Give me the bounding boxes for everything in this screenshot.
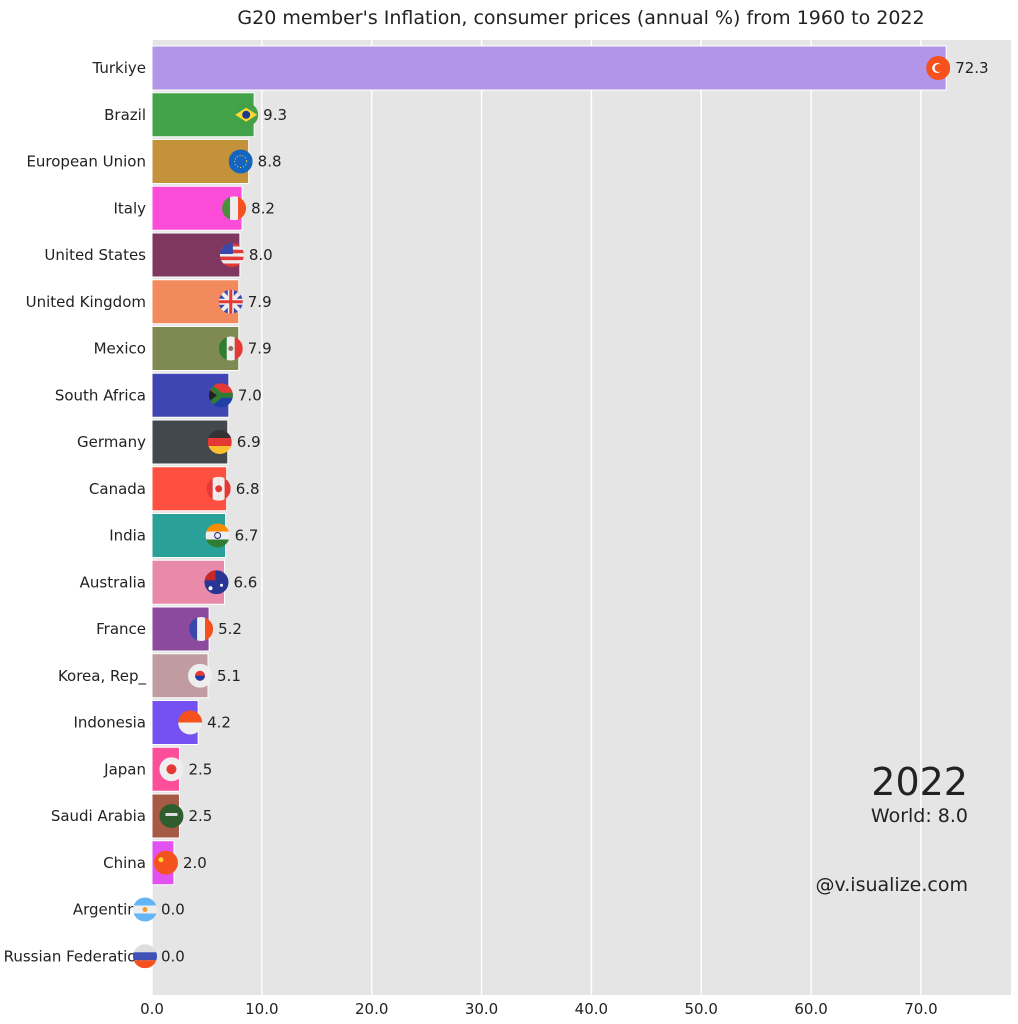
- x-tick-label: 70.0: [904, 1000, 937, 1018]
- bar-group: European Union 8.8: [26, 139, 282, 184]
- bar-group: Korea, Rep_ 5.1: [58, 653, 241, 699]
- value-label: 4.2: [207, 714, 231, 732]
- category-label: United States: [44, 246, 146, 264]
- world-label: World: 8.0: [871, 805, 968, 827]
- x-tick-label: 0.0: [140, 1000, 164, 1018]
- category-label: Germany: [77, 433, 146, 451]
- bar-group: China 2.0: [103, 840, 207, 886]
- russia-flag-icon: [133, 944, 157, 969]
- watermark: @v.isualize.com: [815, 874, 968, 896]
- south-africa-flag-icon: [208, 383, 233, 408]
- australia-flag-icon: [204, 570, 229, 595]
- bar-group: United States 8.0: [44, 232, 273, 278]
- value-label: 6.7: [235, 527, 259, 545]
- value-label: 0.0: [161, 901, 185, 919]
- bar: [151, 372, 230, 418]
- category-label: Korea, Rep_: [58, 667, 147, 686]
- value-label: 5.2: [218, 620, 242, 638]
- x-tick-label: 50.0: [685, 1000, 718, 1018]
- plot-area: [152, 40, 1011, 995]
- bar-group: Italy 8.2: [113, 185, 275, 231]
- bar-group: Argentina 0.0: [73, 897, 185, 922]
- bar-group: Saudi Arabia 2.5: [51, 793, 212, 839]
- chart-title: G20 member's Inflation, consumer prices …: [237, 7, 924, 29]
- uk-flag-icon: [218, 289, 243, 314]
- bar-group: France 5.2: [96, 606, 242, 652]
- bar-group: Australia 6.6: [80, 559, 257, 605]
- argentina-flag-icon: [133, 897, 157, 922]
- value-label: 8.2: [251, 199, 275, 217]
- category-label: Mexico: [94, 340, 146, 358]
- x-tick-label: 10.0: [245, 1000, 278, 1018]
- category-label: Turkiye: [91, 59, 146, 77]
- canada-flag-icon: [206, 476, 231, 501]
- bar: [151, 45, 947, 91]
- bar-group: Germany 6.9: [77, 419, 261, 465]
- value-label: 0.0: [161, 947, 185, 965]
- china-flag-icon: [153, 850, 178, 875]
- value-label: 72.3: [955, 59, 988, 77]
- france-flag-icon: [189, 617, 214, 641]
- japan-flag-icon: [159, 757, 184, 782]
- korea-flag-icon: [188, 663, 213, 688]
- italy-flag-icon: [222, 196, 247, 221]
- mexico-flag-icon: [218, 336, 243, 361]
- value-label: 6.6: [233, 573, 257, 591]
- category-label: Russian Federation: [4, 947, 146, 965]
- value-label: 6.9: [237, 433, 261, 451]
- value-label: 7.9: [248, 293, 272, 311]
- bar-group: Mexico 7.9: [94, 326, 272, 371]
- category-label: Saudi Arabia: [51, 807, 146, 825]
- value-label: 8.0: [249, 246, 273, 264]
- category-label: China: [103, 854, 146, 872]
- value-label: 8.8: [258, 153, 282, 171]
- bar-group: Brazil 9.3: [104, 92, 287, 138]
- category-label: Japan: [103, 760, 146, 778]
- saudi-flag-icon: [159, 804, 184, 828]
- category-label: Australia: [80, 573, 146, 591]
- bar-group: Turkiye 72.3: [91, 45, 989, 91]
- category-label: Brazil: [104, 106, 146, 124]
- year-label: 2022: [871, 760, 968, 804]
- x-tick-label: 60.0: [794, 1000, 827, 1018]
- value-label: 7.0: [238, 386, 262, 404]
- us-flag-icon: [219, 243, 244, 267]
- x-tick-label: 20.0: [355, 1000, 388, 1018]
- india-flag-icon: [205, 523, 230, 548]
- bar-group: Japan 2.5: [103, 746, 212, 792]
- category-label: Argentina: [73, 901, 146, 919]
- bar-group: United Kingdom 7.9: [26, 279, 272, 325]
- brazil-flag-icon: [234, 102, 259, 127]
- x-tick-label: 40.0: [575, 1000, 608, 1018]
- value-label: 2.5: [188, 760, 212, 778]
- value-label: 6.8: [236, 480, 260, 498]
- category-label: Italy: [113, 199, 146, 217]
- category-label: Indonesia: [73, 714, 146, 732]
- indonesia-flag-icon: [178, 710, 203, 735]
- category-label: Canada: [89, 480, 146, 498]
- bar-group: India 6.7: [109, 513, 259, 558]
- value-label: 2.0: [183, 854, 207, 872]
- bar-group: Canada 6.8: [89, 466, 260, 512]
- bar-group: South Africa 7.0: [55, 372, 262, 418]
- germany-flag-icon: [207, 430, 232, 454]
- bar-group: Indonesia 4.2: [73, 700, 231, 745]
- category-label: India: [109, 527, 146, 545]
- value-label: 7.9: [248, 340, 272, 358]
- bar-group: Russian Federation 0.0: [4, 944, 185, 969]
- eu-flag-icon: [228, 149, 253, 174]
- category-label: European Union: [26, 153, 146, 171]
- category-label: South Africa: [55, 386, 146, 404]
- category-label: United Kingdom: [26, 293, 146, 311]
- x-tick-label: 30.0: [465, 1000, 498, 1018]
- category-label: France: [96, 620, 146, 638]
- value-label: 2.5: [188, 807, 212, 825]
- value-label: 9.3: [263, 106, 287, 124]
- value-label: 5.1: [217, 667, 241, 685]
- turkey-flag-icon: [926, 56, 951, 80]
